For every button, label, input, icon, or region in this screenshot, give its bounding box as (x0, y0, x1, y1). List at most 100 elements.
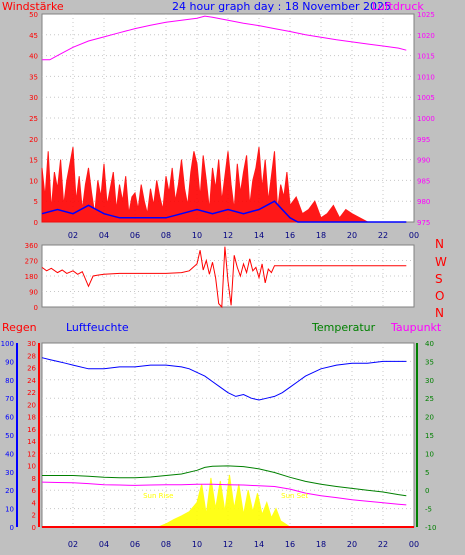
sonne-series (158, 474, 295, 528)
windstaerke-tick-label: 15 (29, 157, 38, 165)
regen-tick-label: 24 (27, 377, 36, 385)
regen-tick-label: 30 (27, 340, 36, 348)
luftdruck-tick-label: 1015 (417, 53, 435, 61)
luftfeuchte-tick-label: 70 (5, 395, 14, 403)
chart3-x-tick-label: 12 (223, 540, 233, 549)
windstaerke-tick-label: 20 (29, 136, 38, 144)
luftdruck-tick-label: 1010 (417, 73, 435, 81)
regen-tick-label: 18 (27, 414, 36, 422)
luftdruck-tick-label: 1005 (417, 94, 435, 102)
sun-rise-label: Sun Rise (143, 492, 173, 500)
regen-tick-label: 4 (32, 499, 37, 507)
chart1-x-tick-label: 00 (409, 231, 419, 240)
temperatur-tick-label: 35 (425, 358, 434, 366)
chart3-x-tick-label: 10 (192, 540, 202, 549)
temperatur-tick-label: 40 (425, 340, 434, 348)
windstaerke-tick-label: 25 (29, 115, 38, 123)
regen-tick-label: 22 (27, 389, 36, 397)
luftdruck-tick-label: 1020 (417, 32, 435, 40)
luftfeuchte-tick-label: 80 (5, 377, 14, 385)
regen-tick-label: 12 (27, 450, 36, 458)
regen-tick-label: 14 (27, 438, 36, 446)
chart1-x-tick-label: 06 (130, 231, 140, 240)
chart1-x-tick-label: 20 (347, 231, 357, 240)
windstaerke-axis-title: Windstärke (2, 0, 64, 13)
windstaerke-tick-label: 45 (29, 32, 38, 40)
regen-tick-label: 16 (27, 426, 36, 434)
windstaerke-tick-label: 40 (29, 53, 38, 61)
luftdruck-tick-label: 985 (417, 177, 430, 185)
legend-temperatur: Temperatur (311, 321, 376, 334)
chart1-x-tick-label: 04 (99, 231, 109, 240)
windrichtung-series (41, 246, 407, 309)
temperatur-series (42, 465, 407, 497)
regen-tick-label: 10 (27, 463, 36, 471)
luftfeuchte-tick-label: 0 (10, 524, 14, 532)
luftdruck-series (42, 15, 407, 61)
chart-title: 24 hour graph day : 18 November 2025 (172, 0, 391, 13)
luftfeuchte-tick-label: 40 (5, 450, 14, 458)
chart3-x-tick-label: 22 (378, 540, 388, 549)
regen-tick-label: 26 (27, 365, 36, 373)
legend-regen: Regen (2, 321, 37, 334)
chart3-x-tick-label: 14 (254, 540, 264, 549)
windstaerke-tick-label: 0 (34, 219, 38, 227)
luftdruck-tick-label: 975 (417, 219, 430, 227)
windstaerke-tick-label: 30 (29, 94, 38, 102)
windstaerke-tick-label: 50 (29, 11, 38, 19)
luftdruck-tick-label: 980 (417, 198, 430, 206)
chart3-x-tick-label: 18 (316, 540, 326, 549)
chart3-x-tick-label: 06 (130, 540, 140, 549)
windrichtung-tick-label: 270 (25, 258, 38, 266)
sun-set-label: Sun Set (281, 492, 308, 500)
temperatur-tick-label: 0 (425, 487, 429, 495)
windstaerke-tick-label: 35 (29, 73, 38, 81)
regen-tick-label: 8 (32, 475, 36, 483)
chart1-x-tick-label: 10 (192, 231, 202, 240)
compass-label-n-top: N (435, 237, 444, 251)
luftfeuchte-tick-label: 50 (5, 432, 14, 440)
regen-tick-label: 20 (27, 401, 36, 409)
luftfeuchte-tick-label: 30 (5, 469, 14, 477)
temperatur-tick-label: 25 (425, 395, 434, 403)
regen-tick-label: 28 (27, 352, 36, 360)
luftdruck-tick-label: 995 (417, 136, 430, 144)
compass-label-s: S (435, 272, 443, 286)
windrichtung-tick-label: 360 (25, 242, 38, 250)
luftfeuchte-tick-label: 10 (5, 506, 14, 514)
chart1-x-tick-label: 18 (316, 231, 326, 240)
compass-label-w: W (435, 255, 447, 269)
windstaerke-tick-label: 5 (34, 198, 38, 206)
windstaerke-mittel-series (41, 200, 407, 223)
luftdruck-tick-label: 1000 (417, 115, 435, 123)
luftdruck-tick-label: 1025 (417, 11, 435, 19)
chart3-x-tick-label: 16 (285, 540, 295, 549)
temperatur-tick-label: 20 (425, 414, 434, 422)
regen-tick-label: 2 (32, 512, 36, 520)
legend-taupunkt: Taupunkt (390, 321, 442, 334)
regen-tick-label: 0 (32, 524, 36, 532)
luftdruck-axis-title: Luftdruck (372, 0, 424, 13)
chart1-x-tick-label: 02 (68, 231, 78, 240)
chart1-x-tick-label: 12 (223, 231, 233, 240)
compass-label-o: O (435, 289, 444, 303)
legend-luftfeuchte: Luftfeuchte (66, 321, 129, 334)
luftfeuchte-tick-label: 100 (1, 340, 14, 348)
luftfeuchte-tick-label: 60 (5, 414, 14, 422)
chart1-x-tick-label: 22 (378, 231, 388, 240)
windstaerke-boeen-series (41, 147, 407, 223)
temperatur-tick-label: 15 (425, 432, 434, 440)
windstaerke-tick-label: 10 (29, 177, 38, 185)
temperatur-tick-label: 10 (425, 450, 434, 458)
windrichtung-tick-label: 180 (25, 273, 38, 281)
luftfeuchte-tick-label: 90 (5, 358, 14, 366)
windrichtung-tick-label: 90 (29, 289, 38, 297)
chart3-x-tick-label: 08 (161, 540, 171, 549)
taupunkt-series (41, 481, 407, 506)
compass-label-n-bottom: N (435, 306, 444, 320)
chart3-x-tick-label: 02 (68, 540, 78, 549)
regen-tick-label: 6 (32, 487, 37, 495)
chart3-x-tick-label: 00 (409, 540, 419, 549)
luftfeuchte-series (41, 357, 407, 401)
